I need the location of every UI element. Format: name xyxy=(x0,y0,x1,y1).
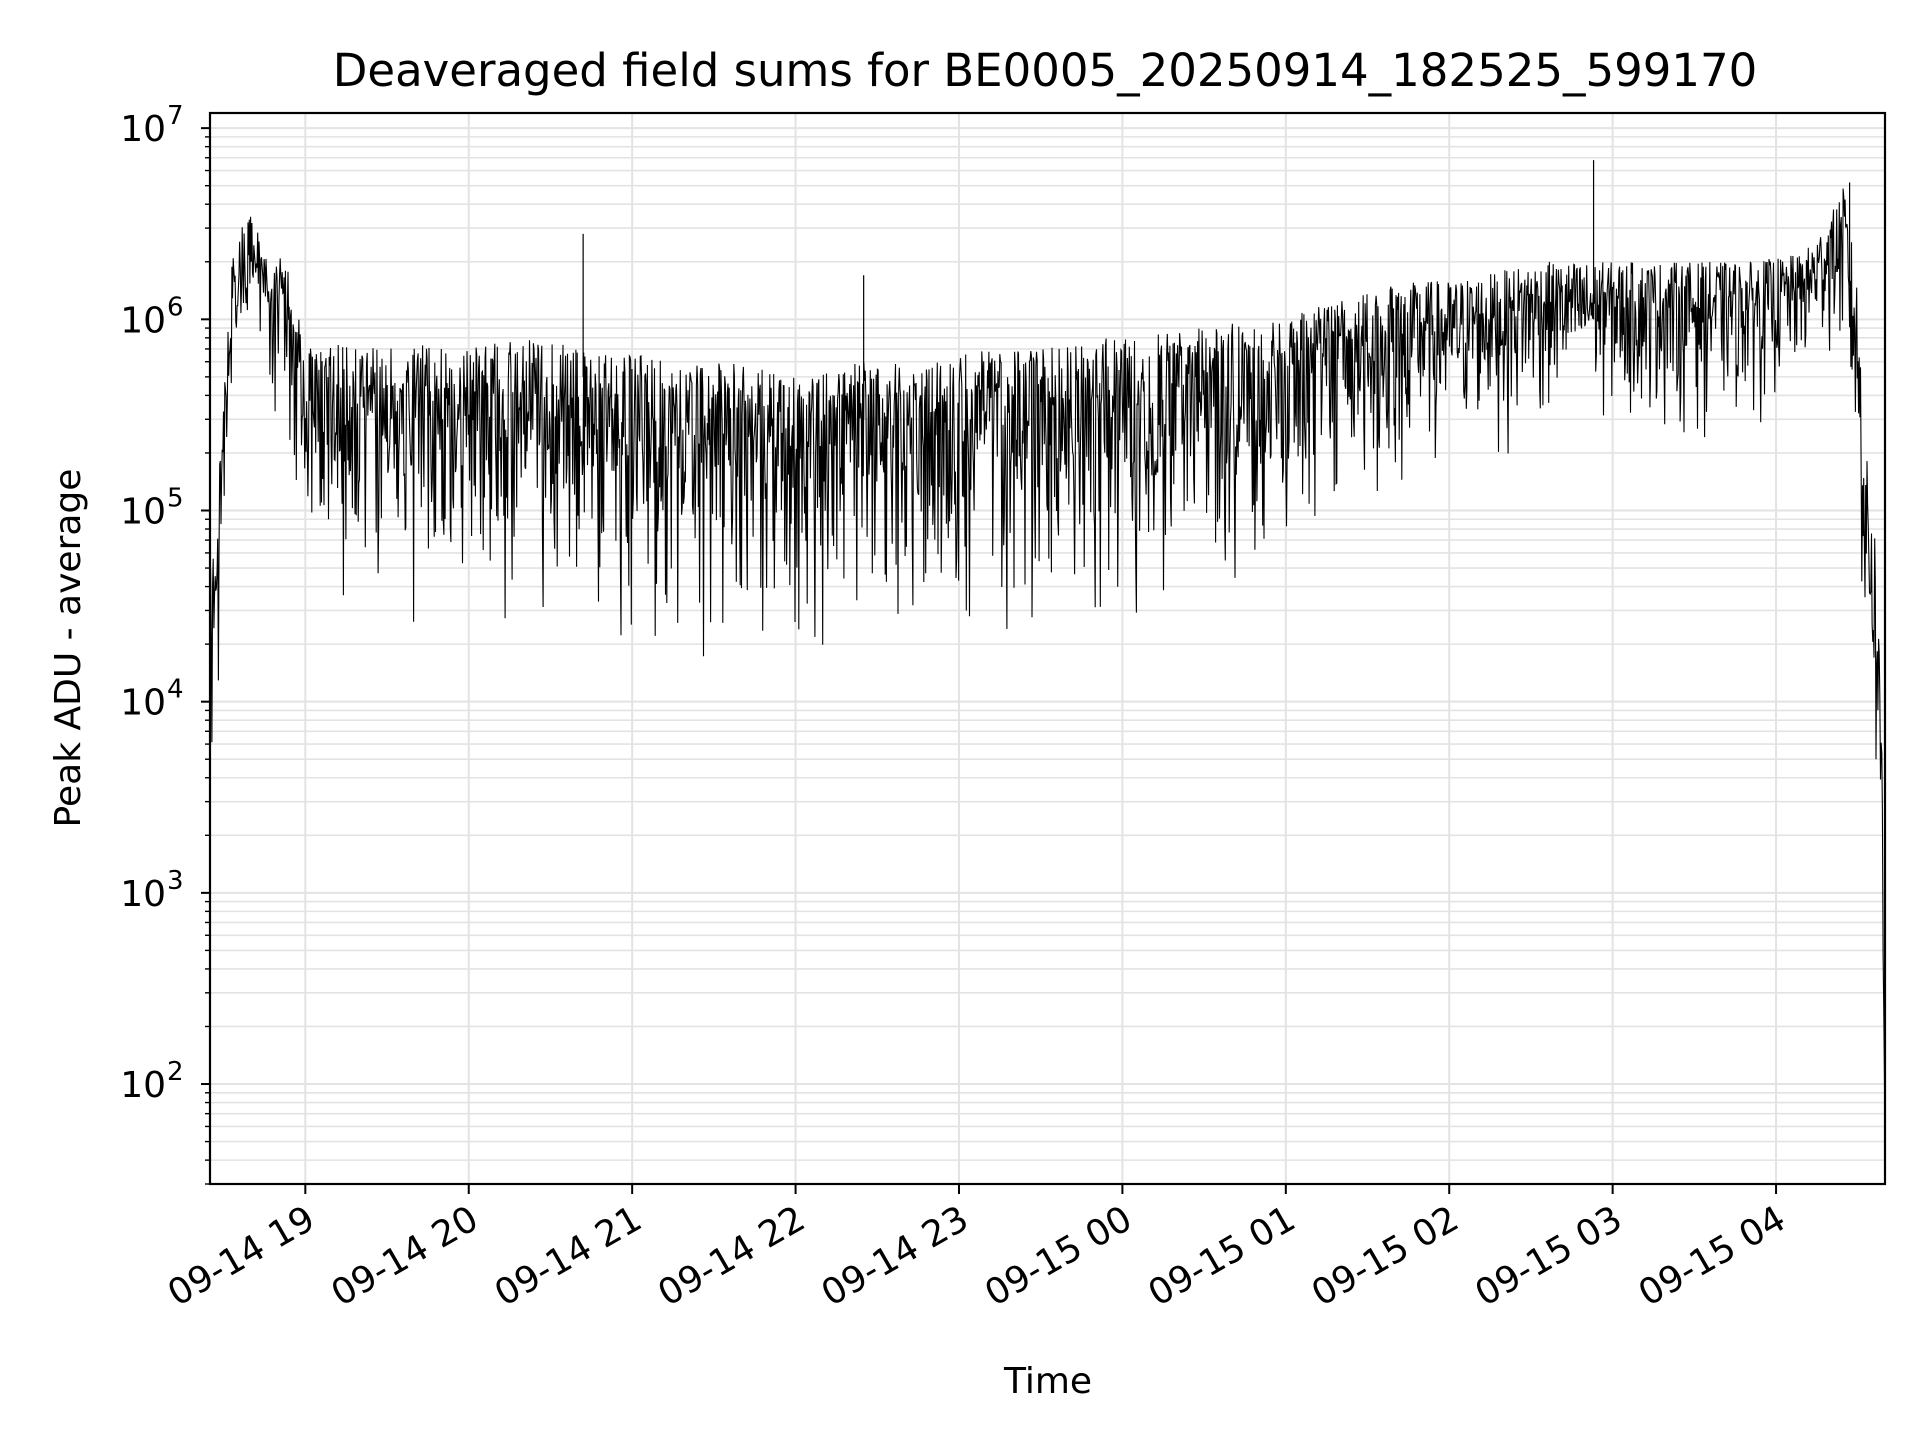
series-line xyxy=(209,160,1886,1149)
data-series-line xyxy=(209,188,1886,1149)
y-tick-label: 10 xyxy=(120,874,166,915)
x-tick-label: 09-15 00 xyxy=(978,1198,1139,1314)
y-axis-label: Peak ADU - average xyxy=(48,469,89,828)
y-tick-label: 10 xyxy=(120,683,166,724)
y-tick-label: 10 xyxy=(120,300,166,341)
y-tick-label: 10 xyxy=(120,1065,166,1106)
x-tick-label: 09-14 23 xyxy=(815,1198,976,1314)
y-tick-exponent: 3 xyxy=(167,866,184,896)
y-tick-exponent: 4 xyxy=(167,675,184,705)
x-tick-label: 09-15 01 xyxy=(1142,1198,1303,1314)
x-tick-label: 09-15 04 xyxy=(1632,1198,1793,1314)
y-tick-exponent: 2 xyxy=(167,1057,184,1087)
y-tick-exponent: 7 xyxy=(167,101,184,131)
x-tick-label: 09-14 20 xyxy=(325,1198,486,1314)
x-axis-label: Time xyxy=(1003,1361,1092,1402)
x-tick-label: 09-14 22 xyxy=(651,1198,812,1314)
y-tick-label: 10 xyxy=(120,491,166,532)
x-tick-label: 09-15 03 xyxy=(1468,1198,1629,1314)
x-tick-label: 09-14 21 xyxy=(488,1198,649,1314)
plot-frame xyxy=(208,111,1887,1186)
chart-title: Deaveraged field sums for BE0005_2025091… xyxy=(333,44,1758,97)
y-tick-exponent: 6 xyxy=(167,292,184,322)
y-tick-label: 10 xyxy=(120,109,166,150)
y-tick-exponent: 5 xyxy=(167,483,184,513)
x-tick-label: 09-15 02 xyxy=(1305,1198,1466,1314)
grid-lines xyxy=(210,113,1885,1185)
x-tick-label: 09-14 19 xyxy=(161,1198,322,1314)
